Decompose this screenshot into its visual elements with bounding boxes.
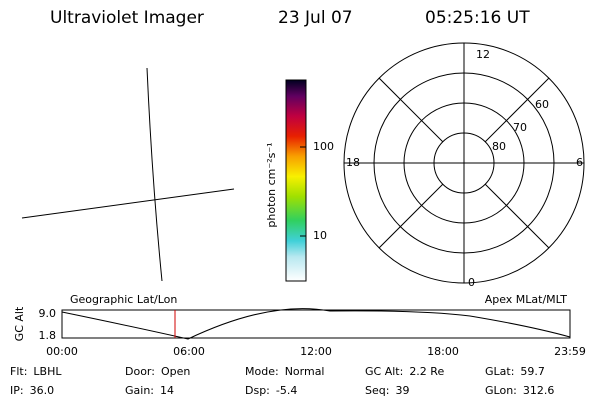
timeline-title: Apex MLat/MLT — [485, 293, 568, 306]
timeline-title: Geographic Lat/Lon — [70, 293, 177, 306]
x-tick-label: 12:00 — [300, 345, 332, 358]
lon-line — [21, 188, 235, 219]
x-tick-label: 18:00 — [427, 345, 459, 358]
info-value: 2.2 Re — [409, 365, 444, 378]
ring-label: 80 — [492, 140, 506, 153]
x-tick-label: 00:00 — [46, 345, 78, 358]
colorbar-unit: photon cm⁻²s⁻¹ — [265, 142, 278, 227]
polar-label: 0 — [468, 276, 475, 289]
timeline-frame — [61, 309, 571, 339]
ring-label: 70 — [513, 121, 527, 134]
info-value: 312.6 — [523, 384, 555, 397]
polar-grid — [343, 42, 585, 284]
title: Ultraviolet Imager — [50, 8, 204, 28]
colorbar-tick-label: 100 — [313, 140, 334, 153]
polar-label: 18 — [346, 156, 360, 169]
date: 23 Jul 07 — [278, 8, 353, 28]
time: 05:25:16 UT — [425, 8, 530, 28]
info-label: Gain: — [125, 384, 154, 397]
info-value: Normal — [285, 365, 325, 378]
info-label: GLon: — [485, 384, 517, 397]
lat-line — [146, 67, 163, 282]
polar-label: 6 — [576, 156, 583, 169]
polar-label: 12 — [476, 48, 490, 61]
x-tick-label: 23:59 — [554, 345, 586, 358]
info-label: Flt: — [10, 365, 27, 378]
info-label: GLat: — [485, 365, 514, 378]
info-value: 14 — [160, 384, 174, 397]
y-tick-label: 9.0 — [39, 307, 57, 320]
timeline-ylabel: GC Alt — [13, 306, 26, 341]
info-value: 36.0 — [30, 384, 55, 397]
colorbar — [285, 79, 307, 282]
info-label: IP: — [10, 384, 24, 397]
info-value: -5.4 — [276, 384, 297, 397]
info-value: 59.7 — [520, 365, 545, 378]
info-value: 39 — [395, 384, 409, 397]
ring-label: 60 — [535, 98, 549, 111]
x-tick-label: 06:00 — [173, 345, 205, 358]
y-tick-label: 1.8 — [39, 329, 57, 342]
altitude-curve — [61, 308, 571, 340]
info-label: GC Alt: — [365, 365, 403, 378]
info-value: Open — [161, 365, 190, 378]
info-label: Dsp: — [245, 384, 270, 397]
colorbar-tick-label: 10 — [313, 229, 327, 242]
info-label: Mode: — [245, 365, 279, 378]
info-value: LBHL — [33, 365, 62, 378]
info-label: Seq: — [365, 384, 389, 397]
info-label: Door: — [125, 365, 155, 378]
